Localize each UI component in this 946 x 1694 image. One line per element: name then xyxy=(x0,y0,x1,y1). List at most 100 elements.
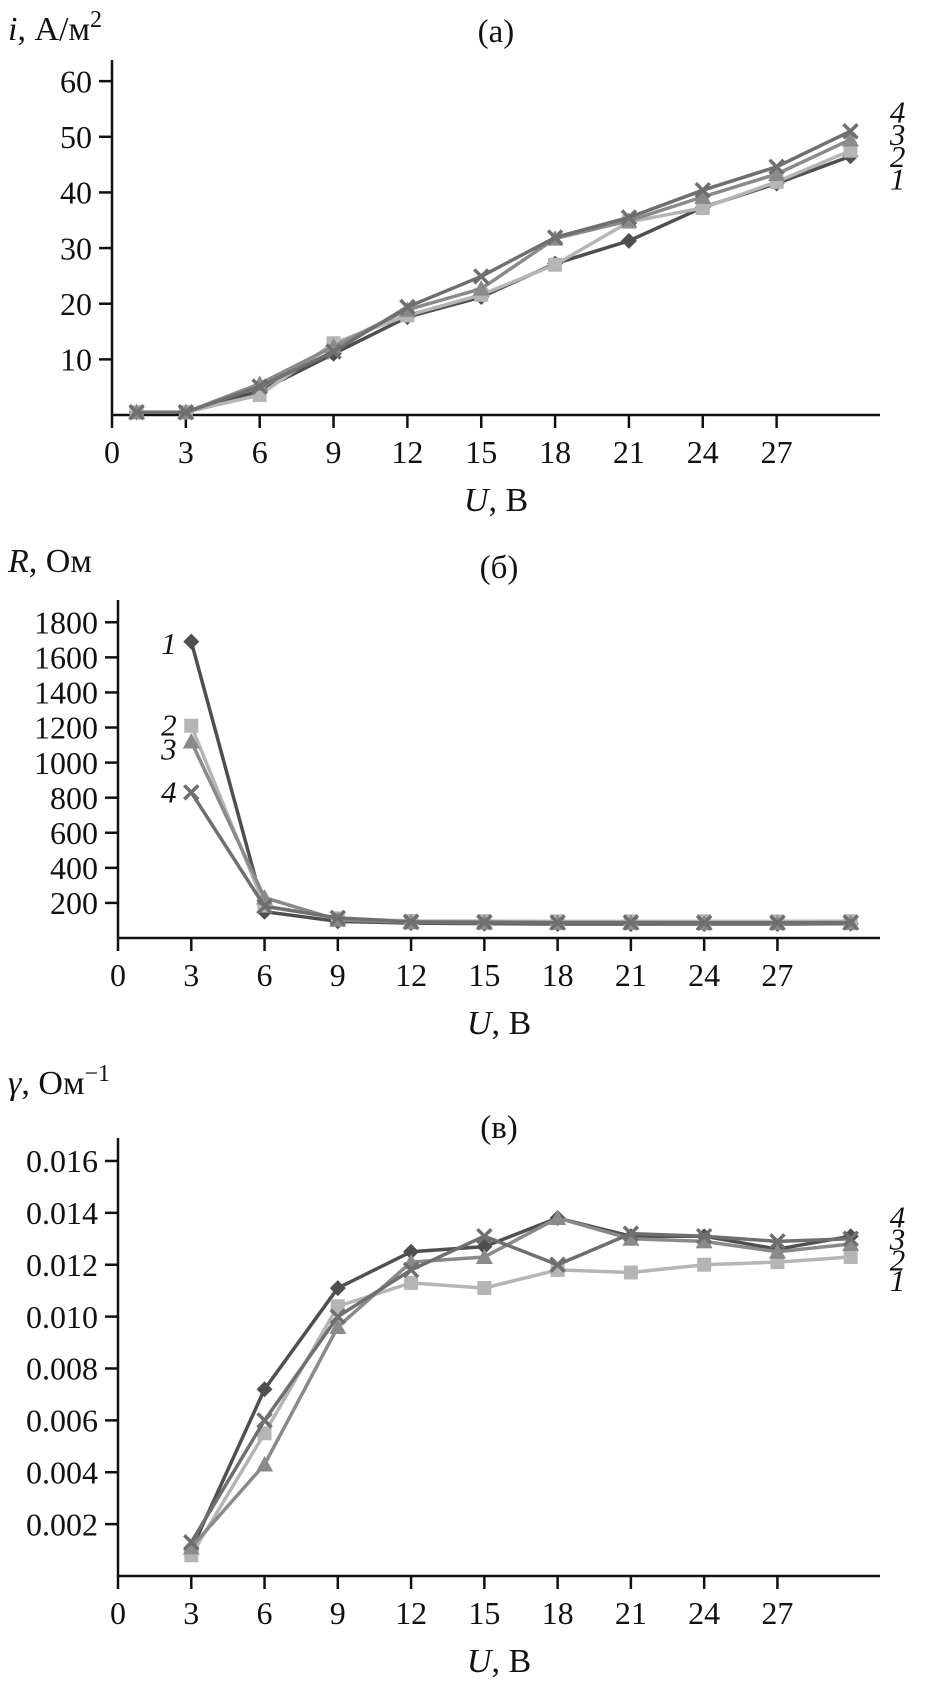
panel-title: (а) xyxy=(478,14,515,50)
series-number-label: 3 xyxy=(889,1222,906,1257)
series-number-label: 3 xyxy=(889,117,906,152)
series-number-label: 3 xyxy=(160,731,177,766)
x-marker-icon xyxy=(325,343,342,360)
y-tick-label: 0.008 xyxy=(26,1351,98,1387)
x-axis-title: U, В xyxy=(467,1005,531,1042)
y-tick-label: 800 xyxy=(50,780,98,816)
x-tick-label: 24 xyxy=(688,1595,720,1631)
diamond-marker-icon xyxy=(620,232,637,249)
panel-title: (в) xyxy=(480,1110,518,1146)
x-marker-icon xyxy=(329,1308,347,1325)
y-tick-label: 0.004 xyxy=(26,1454,98,1490)
square-marker-icon xyxy=(843,143,858,158)
triangle-marker-icon xyxy=(695,1232,713,1249)
series-4: 4 xyxy=(183,1200,905,1551)
x-marker-icon xyxy=(622,1225,640,1242)
square-marker-icon xyxy=(695,201,710,215)
series-2: 2 xyxy=(184,1242,905,1563)
series-4: 4 xyxy=(161,774,859,931)
triangle-marker-icon xyxy=(842,1235,860,1251)
series-number-label: 2 xyxy=(161,708,177,743)
triangle-marker-icon xyxy=(182,733,200,749)
series-1: 1 xyxy=(161,626,859,932)
y-tick-label: 10 xyxy=(60,342,92,378)
x-tick-label: 3 xyxy=(183,957,199,993)
x-tick-label: 21 xyxy=(613,434,645,470)
series-line xyxy=(189,1231,851,1544)
x-marker-icon xyxy=(256,1412,273,1429)
series-line xyxy=(189,1216,851,1551)
x-tick-label: 6 xyxy=(257,957,273,993)
x-marker-icon xyxy=(251,378,268,395)
axes: 0.002 0.004 0.006 0.008 0.010 0.012 0.014 0.016… xyxy=(26,1138,880,1631)
x-marker-icon xyxy=(472,268,490,285)
y-tick-label: 30 xyxy=(60,230,92,266)
y-tick-label: 0.012 xyxy=(26,1247,98,1283)
chart-panel-b: 200 400 600 800 1000 1200 1400 1600 1800 0 3 6 9 12 15… xyxy=(0,530,946,1050)
x-marker-icon xyxy=(769,914,786,931)
y-tick-label: 400 xyxy=(50,850,98,886)
y-tick-label: 0.006 xyxy=(26,1403,98,1439)
x-tick-label: 18 xyxy=(542,1595,574,1631)
x-marker-icon xyxy=(694,181,712,199)
x-tick-label: 18 xyxy=(539,434,571,470)
x-marker-icon xyxy=(549,914,566,931)
x-marker-icon xyxy=(183,1534,200,1551)
diamond-marker-icon xyxy=(403,1243,420,1260)
series-line xyxy=(189,791,851,925)
y-tick-label: 200 xyxy=(50,885,98,921)
x-marker-icon xyxy=(842,914,859,931)
square-marker-icon xyxy=(548,257,563,272)
series-2: 2 xyxy=(129,139,906,420)
x-tick-label: 12 xyxy=(391,434,423,470)
x-tick-label: 9 xyxy=(330,1595,346,1631)
y-tick-label: 60 xyxy=(60,63,92,99)
x-marker-icon xyxy=(402,1261,420,1279)
series-1: 1 xyxy=(128,148,905,421)
x-tick-label: 0 xyxy=(110,957,126,993)
square-marker-icon xyxy=(697,1257,712,1272)
x-tick-label: 21 xyxy=(615,957,647,993)
y-tick-label: 20 xyxy=(60,286,92,322)
x-tick-label: 15 xyxy=(465,434,497,470)
x-marker-icon xyxy=(768,158,785,176)
triangle-marker-icon xyxy=(622,1230,640,1246)
square-marker-icon xyxy=(184,718,199,733)
x-marker-icon xyxy=(549,1256,566,1273)
y-tick-label: 1000 xyxy=(34,745,98,781)
series-3: 3 xyxy=(182,1209,906,1555)
x-tick-label: 0 xyxy=(104,434,120,470)
x-marker-icon xyxy=(842,1230,859,1248)
triangle-marker-icon xyxy=(768,165,786,182)
x-tick-label: 6 xyxy=(257,1595,273,1631)
x-axis-title: U, В xyxy=(464,482,528,519)
chart-panel-v: 0.002 0.004 0.006 0.008 0.010 0.012 0.014 0.016… xyxy=(0,1050,946,1694)
square-marker-icon xyxy=(330,1299,345,1314)
y-tick-label: 1800 xyxy=(34,604,98,640)
x-tick-label: 3 xyxy=(178,434,194,470)
y-tick-label: 1600 xyxy=(34,640,98,676)
series-line xyxy=(136,137,852,414)
series-number-label: 2 xyxy=(890,139,906,174)
x-marker-icon xyxy=(329,909,347,927)
x-tick-label: 18 xyxy=(542,957,574,993)
series-number-label: 4 xyxy=(161,774,177,809)
y-axis-title: i, А/м2 xyxy=(8,7,102,48)
x-tick-label: 15 xyxy=(468,957,500,993)
diamond-marker-icon xyxy=(183,633,200,650)
series-number-label: 1 xyxy=(161,626,177,661)
series-3: 3 xyxy=(160,731,860,931)
series-line xyxy=(189,1216,851,1549)
series-line xyxy=(189,641,851,926)
chart-v-svg: 0.002 0.004 0.006 0.008 0.010 0.012 0.014 0.016… xyxy=(8,1061,906,1680)
x-marker-icon xyxy=(476,1227,493,1245)
series-line xyxy=(189,1255,851,1557)
x-marker-icon xyxy=(620,209,638,226)
x-marker-icon xyxy=(402,913,420,931)
x-tick-label: 24 xyxy=(688,957,720,993)
y-tick-label: 0.010 xyxy=(26,1299,98,1335)
